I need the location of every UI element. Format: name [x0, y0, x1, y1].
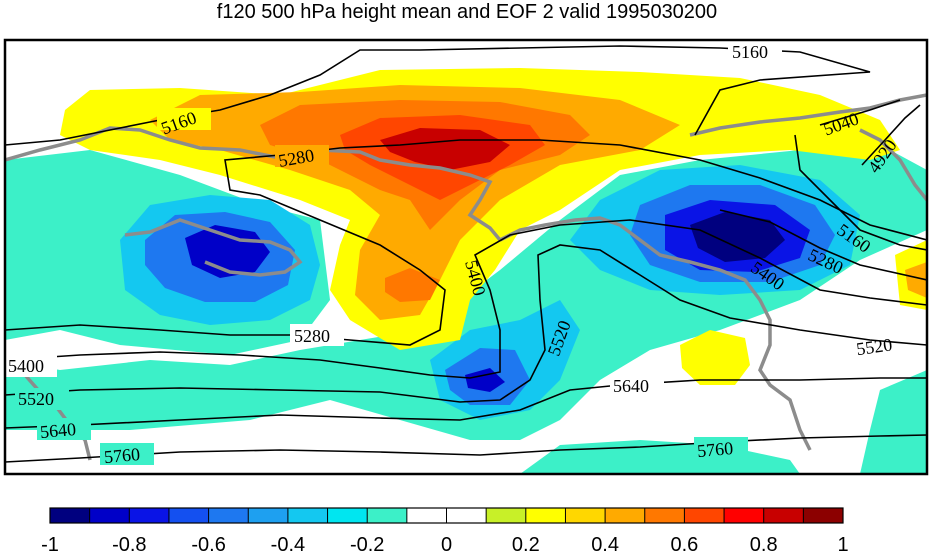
colorbar-tick-label: -0.2: [349, 534, 385, 556]
contour-5760: [5, 434, 927, 463]
contour-5160-north: [5, 45, 871, 146]
contour-5520: [5, 244, 927, 403]
colorbar-swatch: [168, 508, 209, 523]
colorbar-swatch: [803, 508, 844, 523]
anomaly-darkred-north: [380, 128, 510, 170]
anomaly-blue-west-inner: [185, 225, 270, 278]
contour-label: 5520: [18, 389, 54, 409]
anomaly-orange-east-edge: [905, 262, 927, 298]
eof-shading: [5, 68, 927, 474]
anomaly-cyan-southeast: [860, 370, 927, 474]
colorbar-swatch: [763, 508, 804, 523]
colorbar-swatch: [208, 508, 249, 523]
contour-5400-main: [5, 219, 927, 379]
colorbar-tick-label: 0.2: [511, 534, 540, 556]
colorbar-border: [49, 507, 844, 524]
colorbar-tick-label: 0.4: [591, 534, 619, 556]
plot-frame: [3, 38, 929, 476]
contour-labels: 5160 5160 5160 5040 4920 5280 5280 5280 …: [5, 40, 901, 467]
colorbar: [49, 507, 844, 524]
colorbar-swatch: [89, 508, 130, 523]
contour-label: 5160: [732, 42, 768, 62]
colorbar-swatch: [684, 508, 725, 523]
colorbar-swatch: [644, 508, 685, 523]
anomaly-blue-south-core: [465, 368, 505, 392]
anomaly-orange-south-lobe: [385, 268, 440, 302]
contour-4920: [861, 104, 921, 166]
colorbar-tick-label: 0.8: [749, 534, 778, 556]
colorbar-tick-label: -0.6: [191, 534, 226, 556]
colorbar-swatch: [724, 508, 764, 523]
contour-label: 5760: [103, 444, 141, 467]
colorbar-swatch: [565, 508, 606, 523]
contour-5640: [5, 377, 927, 429]
colorbar-swatch: [287, 508, 328, 523]
colorbar-swatch: [605, 508, 646, 523]
colorbar-swatch: [367, 508, 408, 523]
colorbar-swatch: [50, 508, 90, 523]
colorbar-tick-label: -0.4: [270, 534, 306, 556]
contour-label: 5400: [8, 356, 44, 376]
colorbar-tick-label: 0: [440, 534, 453, 556]
colorbar-swatch: [327, 508, 368, 523]
contour-5280-east: [719, 209, 927, 281]
colorbar-tick-label: -0.8: [112, 534, 147, 556]
page-title: f120 500 hPa height mean and EOF 2 valid…: [216, 1, 718, 23]
coastline-pacific-arc: [499, 216, 812, 451]
colorbar-swatch: [446, 508, 487, 523]
coastline-asia-east: [124, 218, 303, 277]
colorbar-tick-label: 0.6: [670, 534, 699, 556]
colorbar-swatch: [486, 508, 527, 523]
colorbar-swatch: [525, 508, 566, 523]
coastline-east-islands: [859, 128, 927, 202]
colorbar-tick-label: 1: [837, 534, 849, 556]
colorbar-swatch: [248, 508, 289, 523]
contour-label: 5640: [39, 419, 77, 442]
colorbar-swatch: [406, 508, 447, 523]
colorbar-swatch: [129, 508, 170, 523]
anomaly-yellow-east-small: [680, 330, 750, 385]
contour-label: 5280: [294, 326, 330, 346]
contour-label: 5520: [855, 334, 893, 359]
anomaly-blue-east-core: [690, 212, 785, 262]
contour-5160-east: [794, 134, 927, 251]
contour-5040: [819, 99, 901, 126]
colorbar-tick-label: -1: [41, 534, 59, 556]
contour-label: 5640: [613, 376, 649, 396]
contour-label: 5760: [696, 438, 734, 461]
